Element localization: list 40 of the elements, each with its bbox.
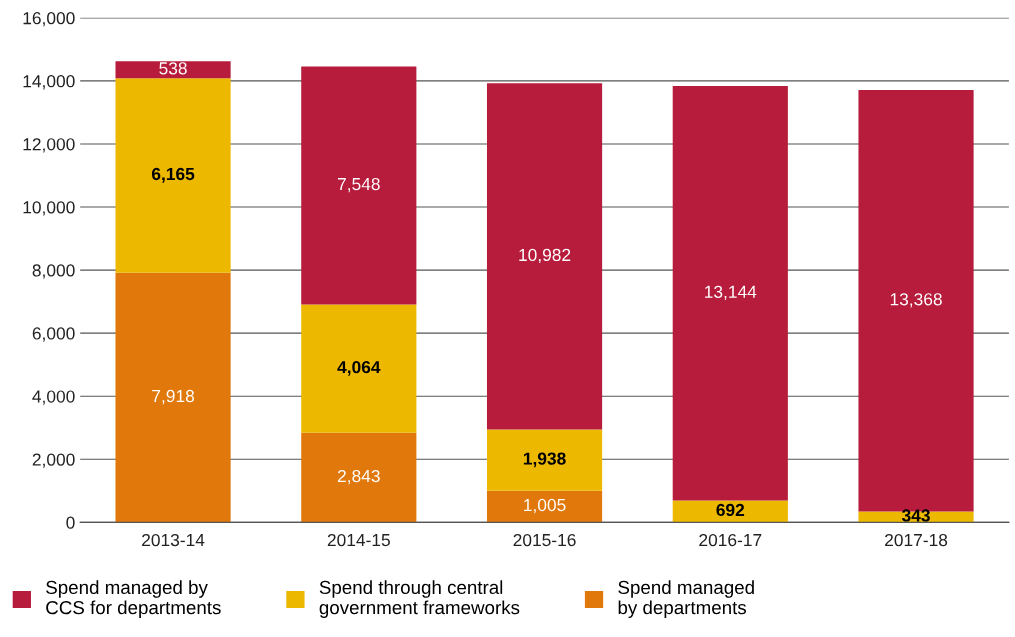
x-tick-label: 2014-15 <box>327 533 390 547</box>
x-tick-label: 2017-18 <box>885 533 948 547</box>
y-tick-label: 8,000 <box>32 264 75 279</box>
data-label: 1,938 <box>523 452 566 468</box>
x-tick-label: 2016-17 <box>699 533 762 547</box>
bar <box>301 432 417 523</box>
legend-label: Spend managed by departments <box>618 580 754 618</box>
bar <box>301 66 417 305</box>
y-tick-label: 10,000 <box>23 201 75 216</box>
data-label: 343 <box>901 509 930 522</box>
legend-label: Spend through central government frameworks <box>319 580 520 618</box>
y-tick-label: 12,000 <box>23 138 75 153</box>
data-label: 13,368 <box>890 293 942 308</box>
y-tick-label: 16,000 <box>23 12 75 27</box>
bar <box>301 304 417 433</box>
x-tick-label: 2013-14 <box>142 533 205 547</box>
y-tick-label: 4,000 <box>32 390 75 405</box>
y-tick-label: 14,000 <box>23 75 75 90</box>
x-tick-label: 2015-16 <box>513 533 576 547</box>
data-label: 538 <box>159 62 187 75</box>
y-tick-label: 0 <box>66 516 75 529</box>
data-label: 7,918 <box>152 389 195 405</box>
data-label: 7,548 <box>337 177 380 193</box>
data-label: 6,165 <box>151 167 195 183</box>
data-label: 1,005 <box>524 498 566 514</box>
bar <box>486 83 603 430</box>
legend-label: Spend managed by CCS for departments <box>46 580 221 618</box>
y-tick-label: 2,000 <box>32 453 75 468</box>
bar <box>486 429 603 491</box>
bar <box>486 490 603 523</box>
data-label: 2,843 <box>337 469 380 485</box>
data-label: 13,144 <box>705 285 757 301</box>
bar <box>672 86 788 501</box>
bar <box>115 61 231 79</box>
data-label: 4,064 <box>337 360 381 376</box>
data-label: 692 <box>716 503 745 517</box>
bar <box>115 272 231 523</box>
bar <box>115 78 231 273</box>
data-label: 10,982 <box>519 248 571 264</box>
y-tick-label: 6,000 <box>32 327 75 342</box>
